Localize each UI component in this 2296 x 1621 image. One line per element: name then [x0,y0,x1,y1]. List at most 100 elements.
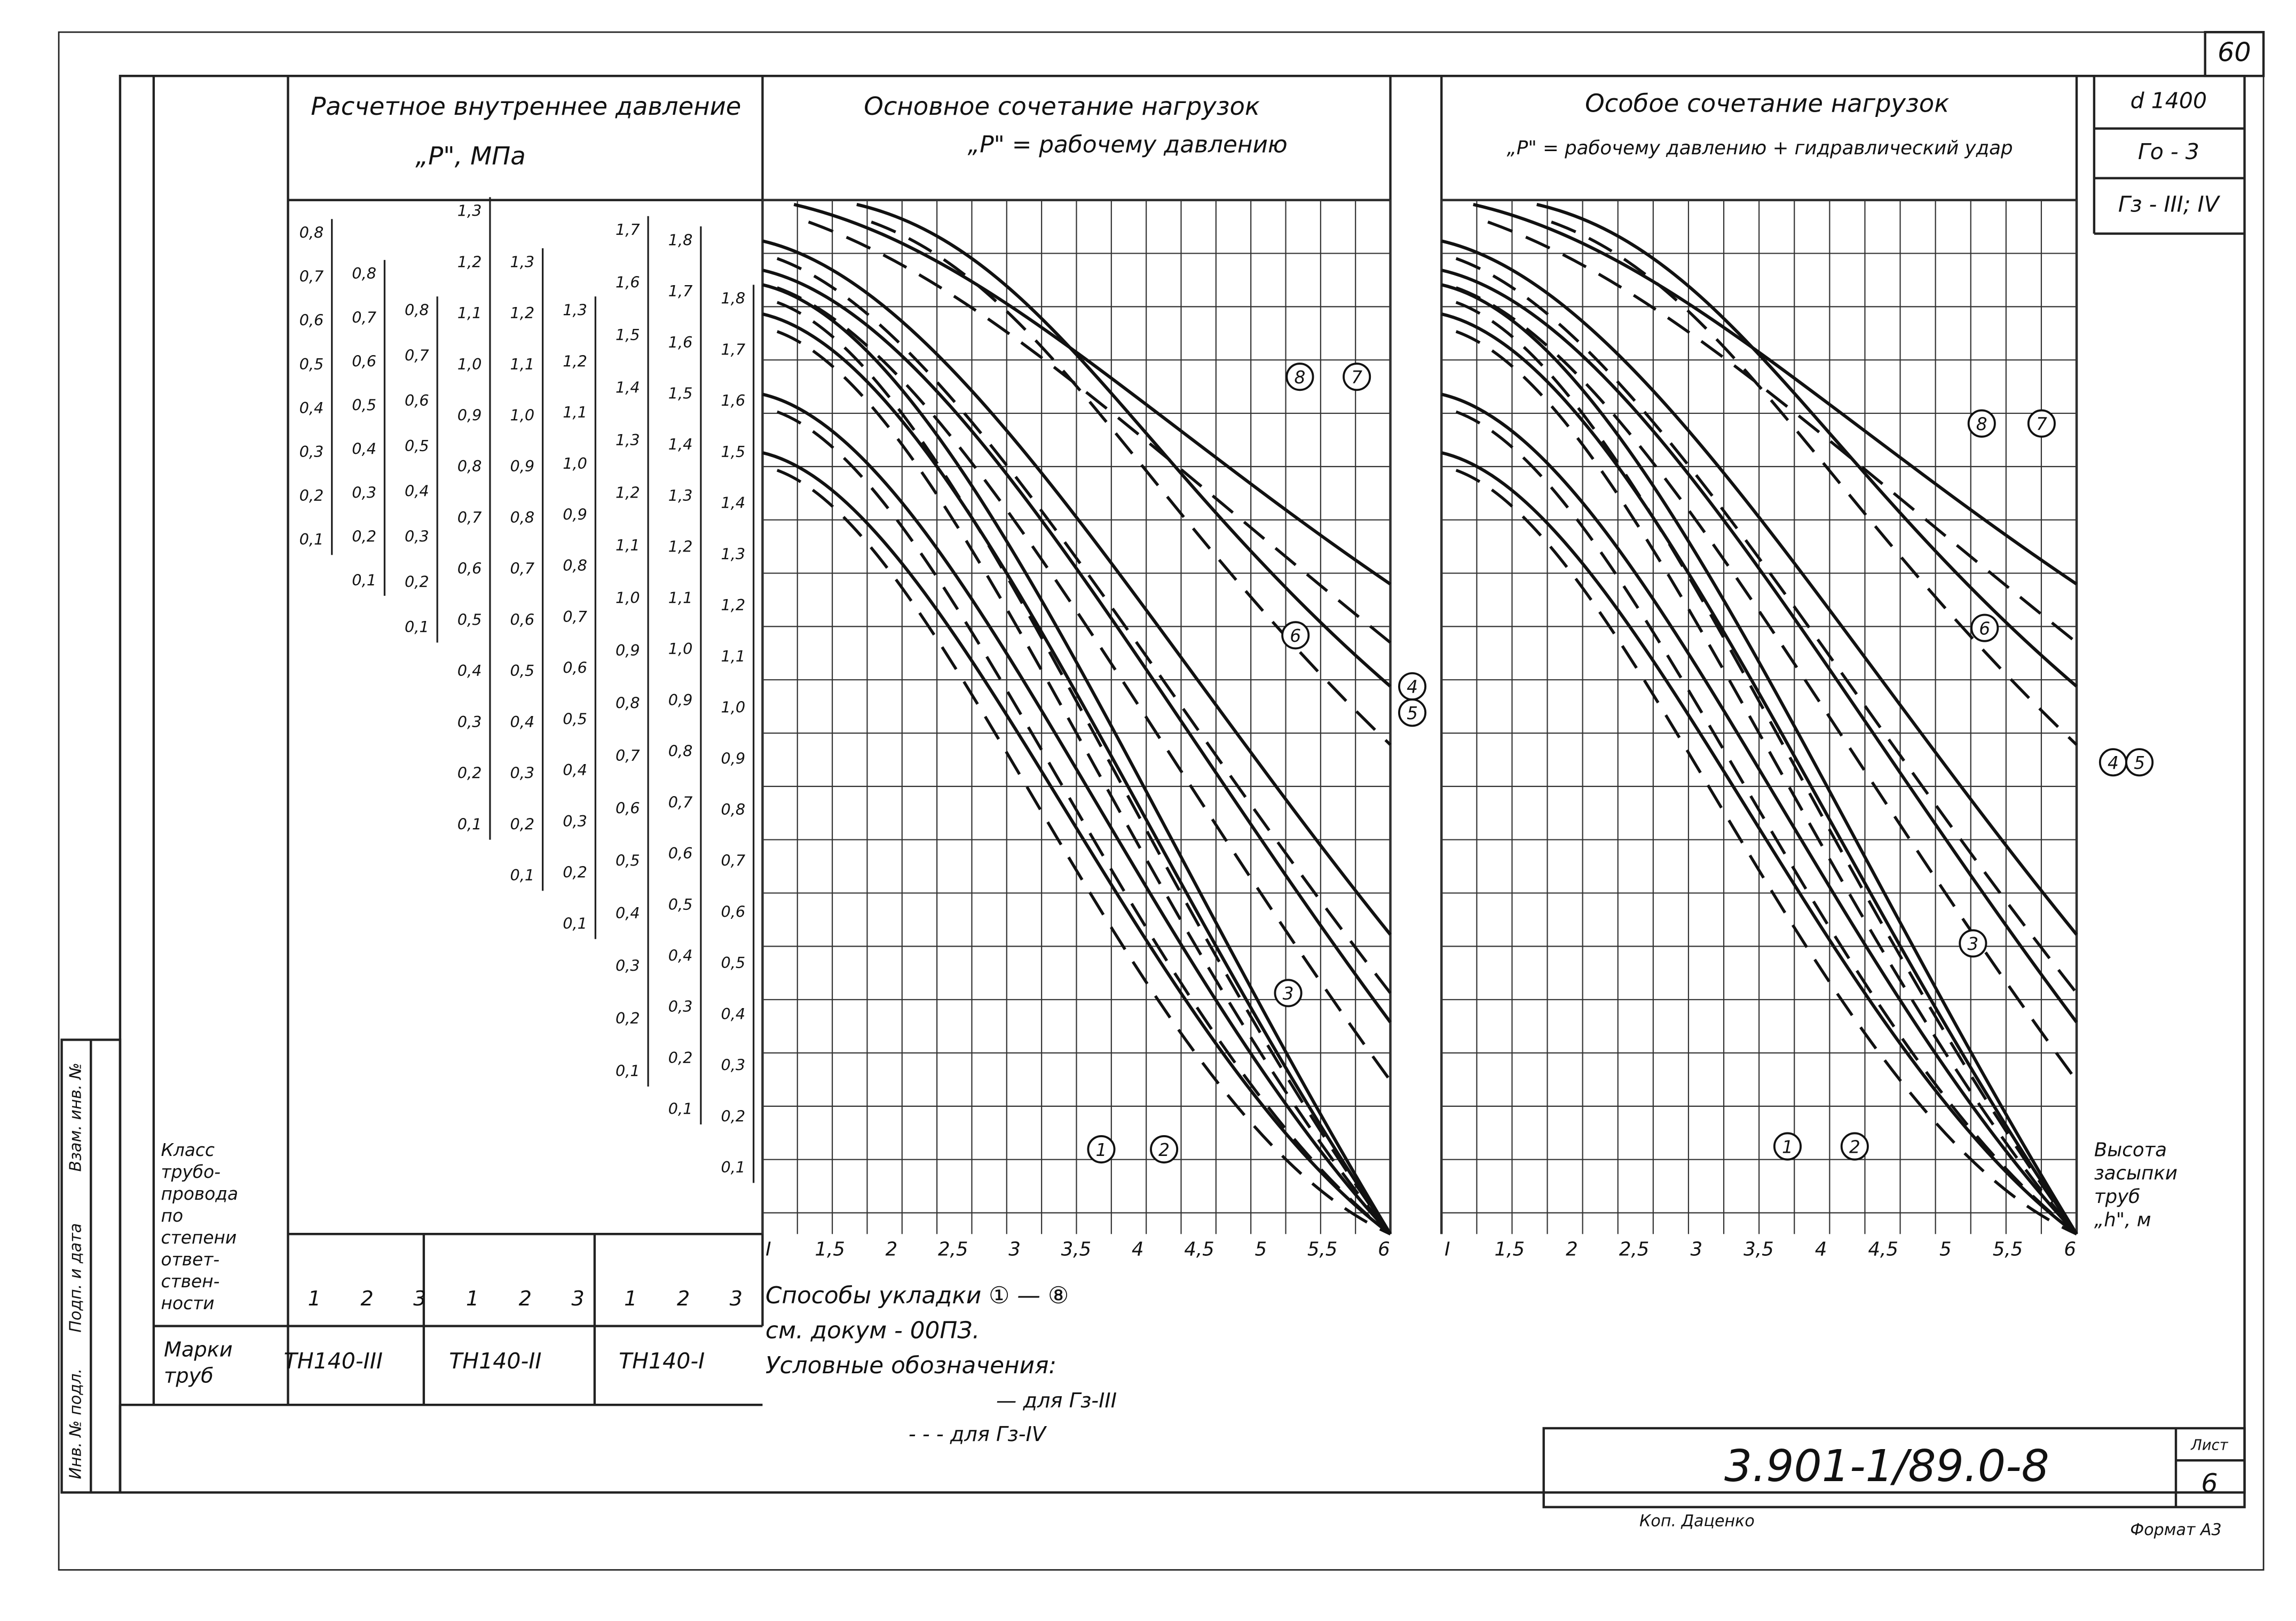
x-tick-label: 5,5 [1307,1238,1338,1260]
side-stamp: Инв. № подл. [66,1368,85,1480]
marker-label: 7 [2036,414,2047,434]
scale-tick-label: 1,0 [721,698,745,717]
solid-curve [1441,283,2078,1235]
scale-tick-label: 1,2 [616,483,640,501]
scale-tick-label: 0,8 [668,742,693,760]
scale-tick-label: 0,4 [352,439,376,458]
scale-tick-label: 1,1 [668,588,693,607]
scale-tick-label: 0,6 [563,659,587,677]
side-stamp: Взам. инв. № [66,1063,85,1171]
x-axis-label: „h", м [2094,1209,2151,1231]
solid-curve [1441,451,2078,1236]
class-number: 1 [308,1287,321,1311]
marker-circle [1967,409,1996,438]
solid-curve [762,239,1392,936]
side-stamp: Подп. и дата [66,1223,85,1333]
marker-circle [1150,1135,1179,1164]
scale-tick-label: 1,6 [721,391,745,410]
solid-curve [793,202,1392,586]
x-tick-label: 1,5 [1495,1238,1525,1260]
dashed-curve [1455,330,2078,1235]
scale-title: Расчетное внутреннее давление [311,92,741,121]
x-tick-label: 3,5 [1743,1238,1774,1260]
scale-tick-label: 0,5 [563,710,587,728]
scale-tick-label: 0,5 [352,396,376,414]
scale-tick-label: 1,3 [616,431,640,449]
scale-tick-label: 0,1 [457,815,482,833]
scale-tick-label: 0,8 [299,224,324,242]
scale-tick-label: 0,4 [510,713,535,731]
scale-tick-label: 0,2 [405,572,429,591]
scale-tick-label: 1,6 [616,273,640,292]
marker-label: 7 [1351,367,1362,388]
scale-tick-label: 0,4 [299,399,324,417]
marker-circle [1281,621,1310,650]
scale-tick-label: 0,5 [457,610,482,628]
scale-tick-label: 0,8 [563,556,587,575]
x-tick-label: 4,5 [1868,1238,1898,1260]
scale-tick-label: 0,8 [405,301,429,319]
x-tick-label: 2,5 [938,1238,968,1260]
scale-tick-label: 0,3 [299,443,324,461]
dashed-curve [1455,286,2078,1082]
x-tick-label: 5 [1254,1238,1267,1260]
dashed-curve [776,330,1392,1235]
x-axis-label: засыпки [2094,1162,2177,1184]
marker-label: 4 [2108,753,2119,773]
texts: 60 Расчетное внутреннее давление „P", МПа О… [66,37,2251,1539]
scale-tick-label: 0,1 [721,1158,745,1176]
scale-tick-label: 0,3 [405,528,429,546]
marker-label: 6 [1979,618,1990,639]
scale-tick-label: 0,7 [721,852,745,870]
solid-curve [1441,239,2078,936]
scale-tick-label: 0,9 [616,641,640,659]
marker-label: 3 [1283,983,1294,1004]
scale-tick-label: 0,3 [510,764,535,782]
sheet-label: Лист [2190,1437,2228,1453]
marker-circle [1773,1132,1802,1161]
scale-tick-label: 1,1 [616,536,640,554]
pipe-mark: ТН140-III [284,1348,383,1374]
scale-tick-label: 0,2 [457,764,482,782]
scale-tick-label: 0,9 [721,749,745,767]
scale-tick-label: 0,5 [510,662,535,680]
solid-curve [762,283,1392,1235]
sheet-number: 6 [2201,1468,2218,1499]
class-number: 1 [624,1287,637,1311]
scale-tick-label: 0,4 [405,482,429,500]
scale-tick-label: 0,3 [457,713,482,731]
marker-label: 2 [1158,1140,1170,1160]
scale-tick-label: 1,1 [457,304,482,322]
legend-methods: Способы укладки ① — ⑧ [766,1282,1069,1309]
scale-tick-label: 0,2 [510,815,535,833]
legend-dashed: - - - для Гз-IV [909,1422,1047,1446]
scale-tick-label: 0,7 [510,560,535,578]
scale-tick-label: 0,7 [563,608,587,626]
solid-curve [1441,312,2078,1235]
special-title: Особое сочетание нагрузок [1585,89,1949,117]
marker-label: 1 [1096,1140,1107,1160]
x-tick-label: 2,5 [1619,1238,1650,1260]
scale-tick-label: 0,8 [352,264,376,282]
scale-tick-label: 1,0 [457,355,482,373]
scale-tick-label: 0,4 [668,947,693,965]
scale-tick-label: 1,2 [721,596,745,614]
dashed-curve [1455,410,2078,1236]
frame [58,30,2265,1571]
scale-tick-label: 1,4 [721,494,745,512]
scale-tick-label: 1,8 [721,289,745,308]
class-number: 3 [413,1287,426,1311]
page-number: 60 [2218,37,2251,68]
scale-tick-label: 0,6 [299,311,324,329]
scale-tick-label: 0,4 [721,1005,745,1023]
scale-tick-label: 1,5 [616,326,640,344]
solid-curve [762,269,1392,1024]
doc-number: 3.901-1/89.0-8 [1724,1441,2049,1492]
main-title: Основное сочетание нагрузок [864,92,1260,121]
marker-circle [1959,929,1987,958]
solid-curve [1441,269,2078,1024]
class-number: 3 [730,1287,743,1311]
scale-tick-label: 1,0 [510,406,535,424]
marker-label: 5 [2134,753,2145,773]
scale-tick-label: 0,1 [616,1062,640,1080]
